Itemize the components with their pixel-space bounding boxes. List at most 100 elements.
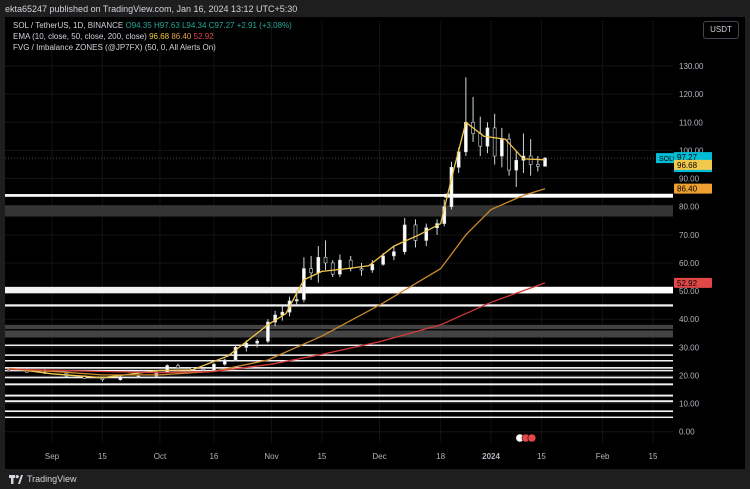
candle-body (492, 127, 497, 157)
ema50-tag: 86.40 (677, 185, 698, 194)
y-tick-label: 100.00 (679, 146, 704, 155)
y-tick-label: 70.00 (679, 231, 700, 240)
candle-body (7, 369, 11, 372)
legend-fvg-line[interactable]: FVG / Imbalance ZONES (@JP7FX) (50, 0, A… (13, 43, 216, 53)
y-tick-label: 90.00 (679, 175, 700, 184)
fvg-zone (5, 330, 673, 338)
candle-body (514, 159, 519, 171)
ema50-line (8, 188, 546, 376)
candle-body (348, 259, 353, 269)
y-tick-label: 50.00 (679, 287, 700, 296)
candle-body (392, 251, 396, 257)
fvg-zone (5, 410, 673, 413)
tradingview-brand-label: TradingView (27, 474, 77, 484)
fvg-zone (5, 360, 673, 362)
candle-body (244, 342, 249, 348)
fvg-zone-84 (444, 193, 673, 198)
y-tick-label: 20.00 (679, 371, 700, 380)
fvg-zone (5, 367, 673, 369)
candle-body (478, 133, 483, 147)
ema10-tag-bg (674, 159, 712, 170)
candle-body (402, 224, 407, 252)
ema10-line (8, 121, 546, 379)
y-tick-label: 10.00 (679, 400, 700, 409)
candle-body (201, 368, 205, 371)
event-dot[interactable] (527, 433, 537, 443)
y-tick-label: 110.00 (679, 118, 703, 127)
fvg-zone (5, 416, 673, 419)
tradingview-brand[interactable]: TradingView (9, 474, 77, 484)
candle-body (280, 311, 285, 316)
fvg-zone (5, 344, 673, 347)
candle-body (507, 138, 511, 171)
fvg-zone (5, 369, 673, 372)
x-tick-label: Nov (264, 452, 278, 461)
candle-body (266, 321, 270, 342)
fvg-zone (5, 304, 673, 307)
ema50-tag-bg (674, 183, 712, 194)
ema10-tag: 96.68 (677, 161, 698, 170)
legend-ema10-value: 96.68 (149, 32, 170, 41)
fvg-zone (5, 383, 673, 386)
x-tick-label: 15 (98, 452, 107, 461)
currency-button[interactable]: USDT (703, 21, 739, 39)
legend-symbol[interactable]: SOL / TetherUS, 1D, BINANCE (13, 21, 124, 30)
x-tick-label: 15 (537, 452, 546, 461)
candle-body (424, 227, 429, 241)
y-tick-label: 130.00 (679, 62, 704, 71)
fvg-zone (5, 354, 673, 356)
candle-body (413, 224, 418, 241)
x-tick-label: 16 (209, 452, 218, 461)
x-tick-label: Dec (372, 452, 386, 461)
x-tick-label: 15 (317, 452, 326, 461)
x-tick-label: Feb (596, 452, 610, 461)
candle-body (381, 255, 385, 265)
y-tick-label: 80.00 (679, 203, 700, 212)
tradingview-logo-icon (9, 474, 23, 484)
candle-body (118, 376, 123, 381)
candle-body (536, 164, 540, 167)
price-plot[interactable]: 0.00 10.00 20.00 30.00 40.00 50.00 60.00 70.00 8… (5, 17, 745, 469)
legend-ohlc: O94.35 H97.63 L94.34 C97.27 +2.91 (+3.08… (125, 21, 292, 30)
candle-body (233, 347, 238, 361)
candle-body (338, 259, 342, 275)
last-price-tag: 97.27 (677, 153, 698, 162)
ema200-tag-bg (674, 277, 712, 288)
candle-body (316, 257, 321, 274)
fvg-zone (5, 205, 673, 217)
x-tick-label: Oct (154, 452, 167, 461)
legend-ema50-value: 86.40 (171, 32, 192, 41)
candle-body (294, 299, 299, 302)
legend-fvg-name[interactable]: FVG / Imbalance ZONES (@JP7FX) (50, 0, A… (13, 43, 216, 52)
x-tick-label: 18 (436, 452, 445, 461)
chart-pane[interactable]: 0.00 10.00 20.00 30.00 40.00 50.00 60.00 70.00 8… (5, 17, 745, 469)
y-tick-label: 0.00 (679, 428, 695, 437)
x-tick-label: 15 (649, 452, 658, 461)
footer-bar: TradingView (5, 470, 745, 489)
candle-body (222, 359, 227, 365)
y-tick-label: 120.00 (679, 90, 704, 99)
candle-body (309, 268, 313, 274)
legend-ema-name[interactable]: EMA (10, close, 50, close, 200, close) (13, 32, 147, 41)
legend-ema-line[interactable]: EMA (10, close, 50, close, 200, close) 9… (13, 32, 214, 42)
fvg-zone (5, 394, 673, 397)
candle-body (330, 262, 335, 275)
candle-body (273, 314, 277, 323)
candle-body (302, 268, 306, 300)
candle-body (500, 138, 504, 157)
economic-events-icon[interactable] (515, 433, 537, 443)
candle-body (255, 340, 259, 344)
ema200-line (8, 282, 546, 374)
fvg-zone (5, 376, 673, 379)
candle-body (543, 157, 547, 167)
candle-body (359, 268, 364, 271)
legend-ema200-value: 52.92 (193, 32, 214, 41)
ema200-tag: 52.92 (677, 279, 698, 288)
y-tick-label: 30.00 (679, 343, 700, 352)
candle-body (176, 365, 180, 368)
candle-body (165, 365, 169, 373)
legend-symbol-line[interactable]: SOL / TetherUS, 1D, BINANCE O94.35 H97.6… (13, 21, 292, 31)
candle-body (323, 257, 328, 264)
publish-header: ekta65247 published on TradingView.com, … (5, 4, 298, 14)
